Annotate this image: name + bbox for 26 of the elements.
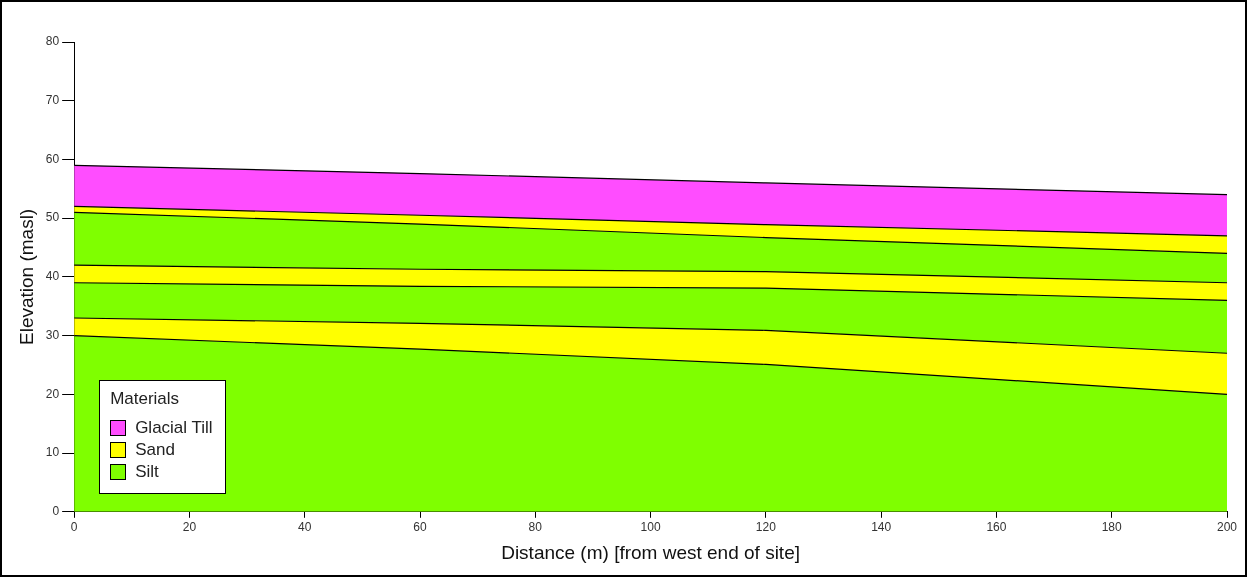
x-tick-label: 60 bbox=[413, 520, 427, 535]
y-tick-label: 20 bbox=[45, 386, 60, 401]
legend-label: Silt bbox=[135, 460, 159, 483]
x-tick-label: 100 bbox=[640, 520, 661, 535]
legend-label: Glacial Till bbox=[135, 416, 213, 439]
x-tick-label: 120 bbox=[755, 520, 777, 535]
legend-title: Materials bbox=[110, 388, 181, 409]
x-tick-label: 180 bbox=[1101, 520, 1123, 535]
x-tick-label: 0 bbox=[70, 520, 78, 535]
y-tick-label: 60 bbox=[45, 151, 60, 166]
x-tick-label: 40 bbox=[298, 520, 312, 535]
x-tick-label: 80 bbox=[528, 520, 543, 535]
x-tick-label: 20 bbox=[182, 520, 197, 535]
legend-label: Sand bbox=[135, 438, 175, 461]
x-tick-label: 140 bbox=[871, 520, 892, 535]
y-tick-label: 10 bbox=[45, 445, 60, 460]
y-tick-label: 30 bbox=[45, 327, 60, 342]
y-tick-label: 40 bbox=[45, 269, 60, 284]
y-axis-title: Elevation (masl) bbox=[15, 208, 37, 346]
y-tick-label: 50 bbox=[45, 210, 60, 225]
y-tick-label: 80 bbox=[45, 34, 60, 49]
x-tick-label: 160 bbox=[986, 520, 1007, 535]
x-tick-label: 200 bbox=[1216, 520, 1238, 535]
y-tick-label: 70 bbox=[45, 93, 60, 108]
y-tick-label: 0 bbox=[52, 504, 60, 519]
x-axis-title: Distance (m) [from west end of site] bbox=[501, 541, 800, 563]
